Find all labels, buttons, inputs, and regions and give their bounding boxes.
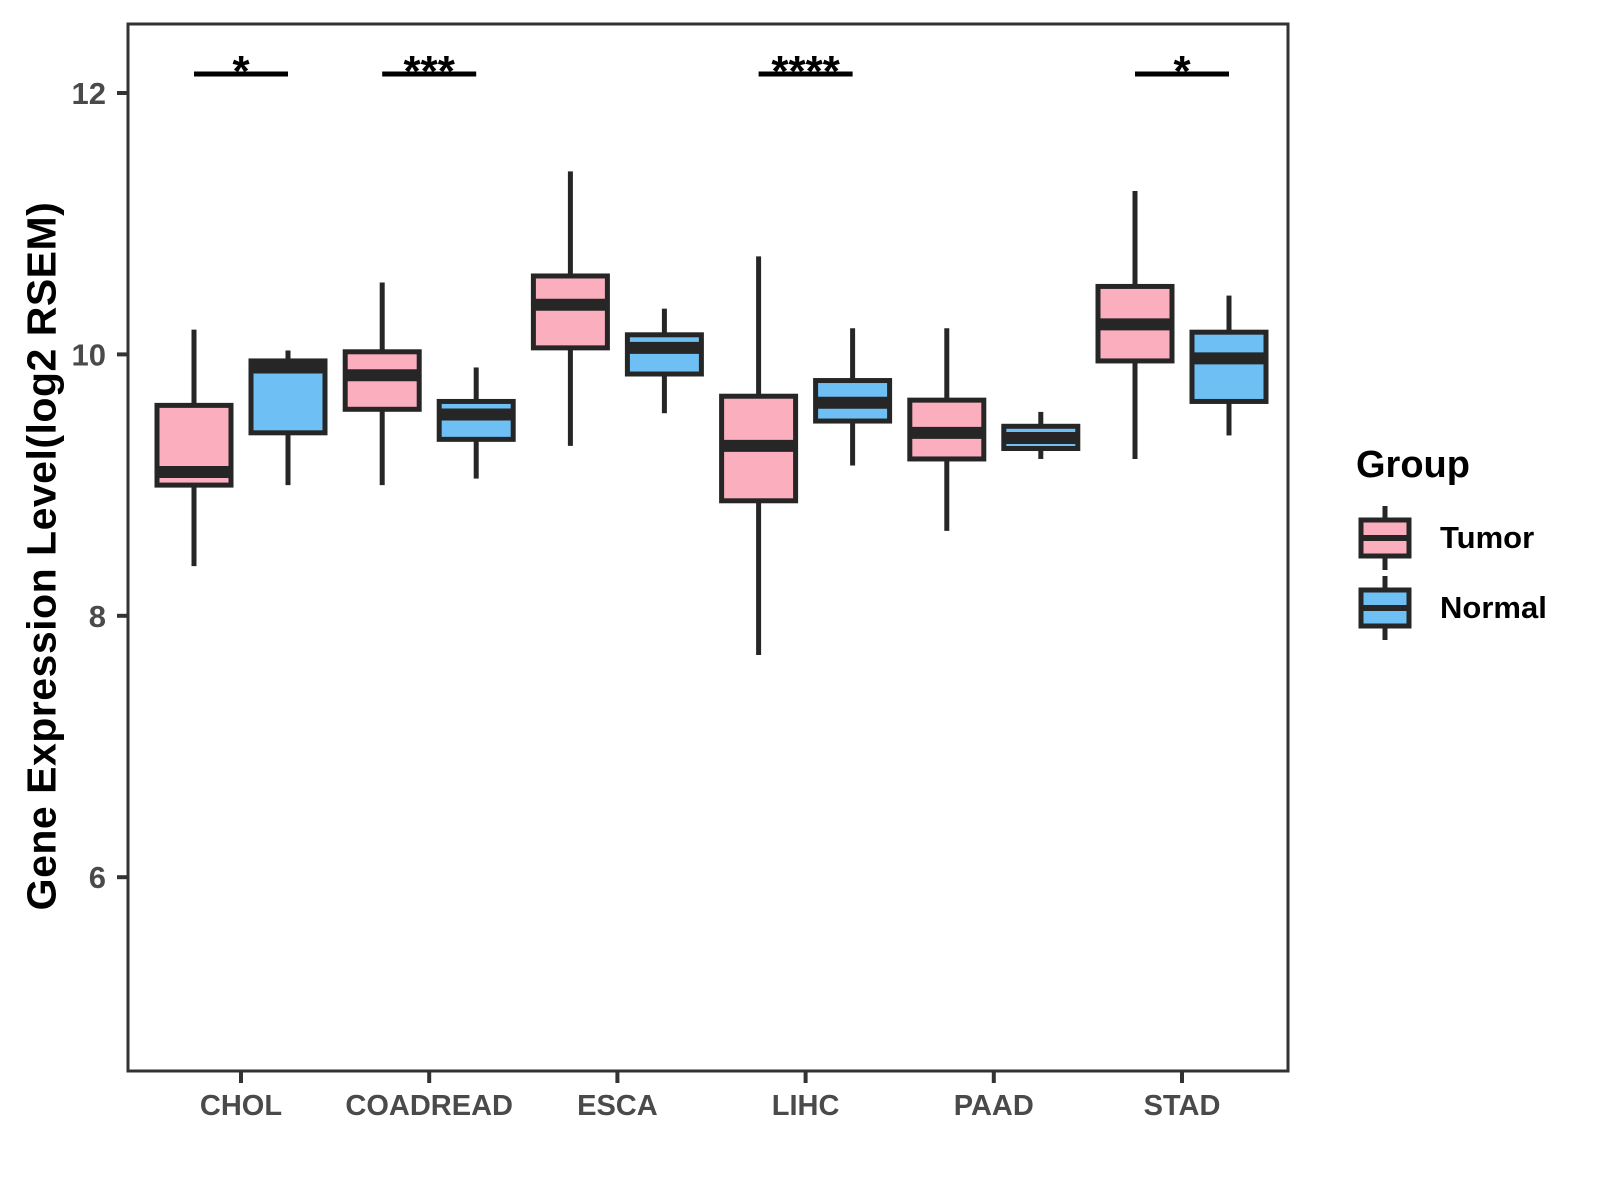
y-tick-label: 10 [72, 337, 106, 372]
legend-label-normal: Normal [1440, 590, 1547, 625]
panel-border [126, 22, 1290, 1073]
normal-boxplot-key-icon [1358, 576, 1412, 640]
legend-title: Group [1356, 444, 1470, 486]
x-tick-label-coadread: COADREAD [345, 1090, 513, 1122]
x-tick-label-lihc: LIHC [772, 1090, 840, 1122]
y-tick-label: 8 [89, 599, 106, 634]
significance-stars-lihc: **** [771, 47, 840, 96]
x-tick-label-chol: CHOL [200, 1090, 282, 1122]
x-tick-label-paad: PAAD [954, 1090, 1034, 1122]
box-tumor-esca [530, 273, 610, 351]
y-axis-title: Gene Expression Level(log2 RSEM) [18, 201, 65, 911]
legend-item-tumor: Tumor [1356, 503, 1600, 573]
y-tick-label: 12 [72, 76, 106, 111]
significance-stars-stad: * [1173, 47, 1191, 96]
legend-item-normal: Normal [1356, 573, 1600, 643]
significance-stars-coadread: *** [404, 47, 456, 96]
box-normal-esca [624, 332, 704, 377]
box-normal-stad [1189, 329, 1269, 404]
significance-stars-chol: * [232, 47, 250, 96]
x-tick-label-esca: ESCA [577, 1090, 658, 1122]
legend-label-tumor: Tumor [1440, 520, 1535, 555]
tumor-boxplot-key-icon [1358, 506, 1412, 570]
legend: Group Tumor Normal [1356, 444, 1600, 643]
y-tick-label: 6 [89, 860, 106, 895]
x-tick-label-stad: STAD [1144, 1090, 1221, 1122]
